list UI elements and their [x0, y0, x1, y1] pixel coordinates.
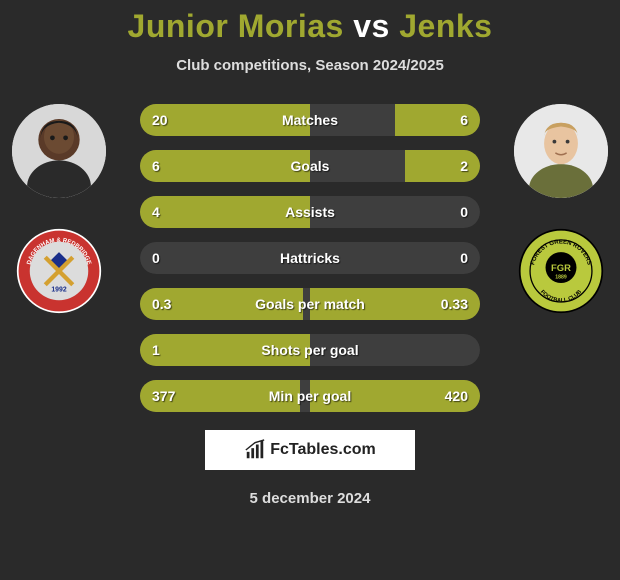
stat-label: Goals [140, 150, 480, 182]
stat-label: Goals per match [140, 288, 480, 320]
chart-icon [244, 439, 266, 461]
subtitle: Club competitions, Season 2024/2025 [0, 57, 620, 74]
stat-label: Hattricks [140, 242, 480, 274]
stat-label: Shots per goal [140, 334, 480, 366]
stat-value-right: 0.33 [441, 288, 468, 320]
player2-club-badge: FGR 1889 FOREST GREEN ROVERS FOOTBALL CL… [518, 228, 604, 314]
stat-value-right: 2 [460, 150, 468, 182]
stat-value-left: 0.3 [152, 288, 171, 320]
stat-label: Min per goal [140, 380, 480, 412]
svg-text:1889: 1889 [555, 275, 567, 281]
stat-value-left: 6 [152, 150, 160, 182]
brand-logo: FcTables.com [205, 430, 415, 470]
comparison-panel: 1992 DAGENHAM & REDBRIDGE FGR 1889 FORES… [0, 104, 620, 412]
player2-name: Jenks [399, 8, 492, 44]
brand-text: FcTables.com [270, 441, 376, 459]
stat-bars: Matches206Goals62Assists40Hattricks00Goa… [140, 104, 480, 412]
player1-name: Junior Morias [128, 8, 344, 44]
stat-value-left: 0 [152, 242, 160, 274]
player1-club-badge: 1992 DAGENHAM & REDBRIDGE [16, 228, 102, 314]
stat-label: Assists [140, 196, 480, 228]
stat-bar: Matches20 6 [140, 104, 480, 136]
player2-avatar [514, 104, 608, 198]
svg-text:1992: 1992 [51, 287, 66, 294]
svg-text:FGR: FGR [551, 263, 571, 274]
stat-value-left: 4 [152, 196, 160, 228]
stat-value-left: 1 [152, 334, 160, 366]
stat-bar: Shots per goal1 [140, 334, 480, 366]
date-label: 5 december 2024 [0, 490, 620, 507]
stat-bar: Goals6 2 [140, 150, 480, 182]
stat-label: Matches [140, 104, 480, 136]
page-title: Junior Morias vs Jenks [0, 0, 620, 45]
stat-value-left: 20 [152, 104, 168, 136]
stat-bar: Goals per match0.3 0.33 [140, 288, 480, 320]
vs-separator: vs [353, 8, 390, 44]
stat-value-right: 6 [460, 104, 468, 136]
player1-avatar [12, 104, 106, 198]
stat-value-right: 0 [460, 196, 468, 228]
stat-bar: Min per goal377 420 [140, 380, 480, 412]
stat-value-right: 420 [445, 380, 468, 412]
stat-value-left: 377 [152, 380, 175, 412]
stat-bar: Assists4 0 [140, 196, 480, 228]
stat-value-right: 0 [460, 242, 468, 274]
stat-bar: Hattricks0 0 [140, 242, 480, 274]
